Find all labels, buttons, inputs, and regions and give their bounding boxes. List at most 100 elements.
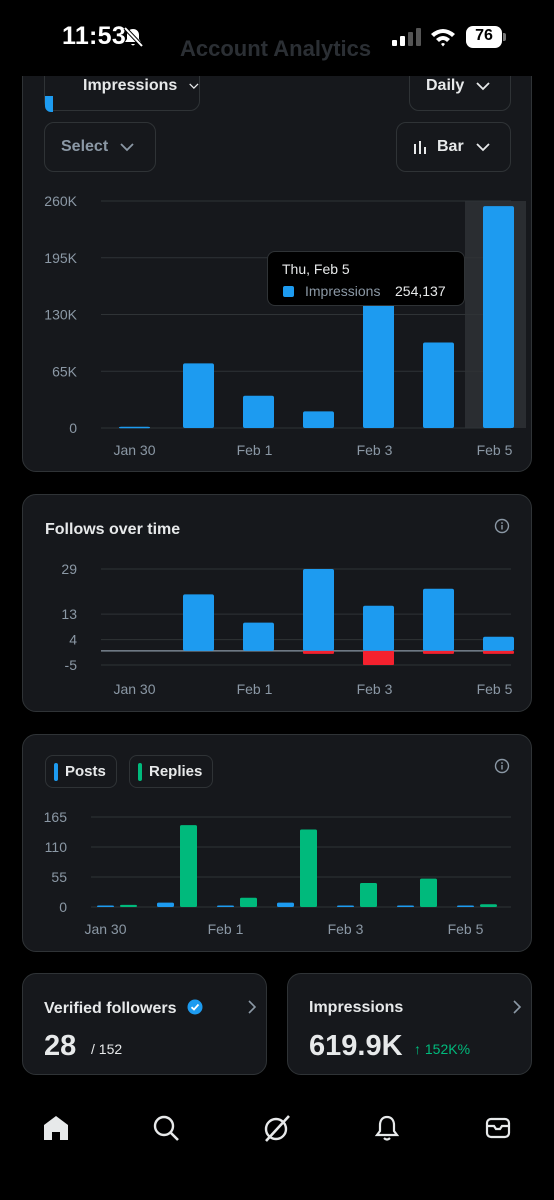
x-tick-label: Feb 5	[477, 681, 513, 697]
tooltip-date: Thu, Feb 5	[282, 261, 350, 277]
impressions-stat-card[interactable]: Impressions 619.9K ↑ 152K%	[287, 973, 532, 1075]
verified-followers-text: Verified followers	[44, 1000, 177, 1017]
verified-followers-card[interactable]: Verified followers 28 / 152	[22, 973, 267, 1075]
follows-bar	[363, 605, 394, 651]
y-tick-label: 0	[59, 899, 67, 915]
x-tick-label: Feb 1	[208, 921, 244, 937]
follows-title: Follows over time	[45, 521, 181, 538]
metric-dropdown-label: Impressions	[83, 77, 178, 94]
unfollows-bar	[423, 650, 454, 654]
wifi-icon	[431, 29, 455, 47]
battery-indicator: 76	[466, 26, 506, 48]
tab-notifications[interactable]	[367, 1108, 407, 1148]
signal-icon	[392, 28, 421, 46]
tab-messages[interactable]	[478, 1108, 518, 1148]
bar-chart-icon	[414, 141, 426, 154]
battery-level: 76	[475, 27, 493, 44]
status-bar: Account Analytics 11:53 76	[0, 0, 554, 76]
grok-icon	[264, 1115, 290, 1142]
posts-replies-bar-chart[interactable]: 0 55 110 165 Jan 30 Feb 1 Feb 3 Feb 5	[23, 735, 533, 953]
follows-bar	[183, 594, 214, 651]
tooltip-swatch	[283, 286, 294, 297]
posts-bar	[217, 905, 234, 907]
info-icon[interactable]	[494, 518, 510, 534]
x-tick-label: Jan 30	[84, 921, 126, 937]
y-tick-label: 165	[44, 809, 68, 825]
tooltip-label: Impressions	[305, 283, 381, 299]
bottom-tab-bar	[0, 1090, 554, 1200]
replies-bar	[120, 904, 137, 907]
x-tick-label: Feb 5	[477, 442, 513, 458]
follows-bar	[483, 636, 514, 651]
x-tick-label: Feb 3	[357, 442, 393, 458]
posts-replies-chart-card: Posts Replies 0 55 110 165 Jan 30 Feb 1 Feb 3 F…	[22, 734, 532, 952]
posts-bar	[157, 902, 174, 907]
legend-replies-label: Replies	[149, 763, 203, 780]
home-icon	[44, 1116, 68, 1140]
y-tick-label: 0	[69, 420, 77, 436]
impressions-stat-delta: ↑ 152K%	[414, 1041, 471, 1057]
impressions-bar	[303, 411, 334, 428]
y-tick-label: 29	[61, 561, 77, 577]
x-tick-label: Feb 1	[237, 442, 273, 458]
replies-bar	[300, 829, 317, 907]
x-tick-label: Jan 30	[113, 442, 155, 458]
chevron-right-icon	[513, 1000, 522, 1014]
chevron-down-icon	[120, 143, 134, 152]
legend-replies[interactable]: Replies	[129, 755, 214, 788]
chevron-down-icon	[476, 143, 490, 152]
follows-bar	[303, 569, 334, 651]
y-tick-label: 4	[69, 632, 77, 648]
y-tick-label: 130K	[44, 307, 77, 323]
compare-dropdown[interactable]: Select	[44, 122, 156, 172]
tooltip-value: 254,137	[395, 283, 446, 299]
y-tick-label: -5	[65, 657, 78, 673]
impressions-stat-value: 619.9K	[309, 1030, 403, 1062]
impressions-bar	[423, 342, 454, 428]
page-title: Account Analytics	[180, 36, 372, 61]
impressions-chart-card: Impressions Daily Select Bar 0 65K 130K 195…	[22, 40, 532, 472]
y-tick-label: 65K	[52, 363, 78, 379]
search-icon	[153, 1115, 179, 1141]
chevron-down-icon	[476, 82, 490, 91]
status-time: 11:53	[62, 22, 127, 50]
y-tick-label: 260K	[44, 193, 77, 209]
y-tick-label: 13	[61, 606, 77, 622]
x-tick-label: Feb 3	[357, 681, 393, 697]
verified-badge-icon	[187, 999, 203, 1015]
metric-color-bar	[45, 96, 53, 112]
follows-bar	[423, 588, 454, 651]
posts-bar	[457, 905, 474, 907]
posts-bar	[97, 905, 114, 907]
impressions-bar-chart[interactable]: 0 65K 130K 195K 260K Jan 30 Feb 1 Feb 3 Feb 5	[23, 41, 533, 473]
replies-bar	[180, 825, 197, 907]
info-icon[interactable]	[494, 758, 510, 774]
follows-bar-chart[interactable]: -5 4 13 29 Jan 30 Feb 1 Feb 3 Feb 5	[23, 495, 533, 713]
follows-bar	[243, 622, 274, 651]
period-dropdown-label: Daily	[426, 77, 465, 94]
legend-posts[interactable]: Posts	[45, 755, 117, 788]
replies-bar	[360, 883, 377, 907]
impressions-bar	[243, 395, 274, 428]
chevron-right-icon	[248, 1000, 257, 1014]
chart-type-dropdown-label: Bar	[437, 138, 464, 155]
tab-grok[interactable]	[257, 1108, 297, 1148]
notifications-icon	[374, 1115, 400, 1141]
tab-home[interactable]	[36, 1108, 76, 1148]
impressions-bar	[119, 426, 150, 429]
impressions-stat-label: Impressions	[309, 999, 404, 1016]
posts-swatch	[54, 762, 58, 781]
unfollows-bar	[363, 650, 394, 665]
impressions-bar	[183, 363, 214, 428]
compare-dropdown-label: Select	[61, 138, 109, 155]
chart-type-dropdown[interactable]: Bar	[396, 122, 511, 172]
y-tick-label: 55	[51, 869, 67, 885]
x-tick-label: Feb 3	[328, 921, 364, 937]
follows-chart-card: Follows over time -5 4 13 29 Jan 30 Feb 1 Feb …	[22, 494, 532, 712]
tab-search[interactable]	[146, 1108, 186, 1148]
chart-tooltip: Thu, Feb 5 Impressions 254,137	[267, 251, 465, 306]
x-tick-label: Feb 1	[237, 681, 273, 697]
legend-posts-label: Posts	[65, 763, 106, 780]
replies-bar	[240, 897, 257, 907]
verified-followers-total: / 152	[91, 1041, 123, 1057]
